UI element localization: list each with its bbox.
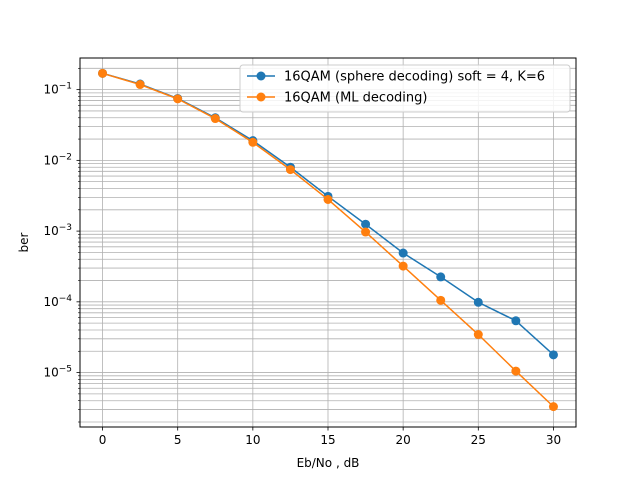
data-point-1 [173,94,183,104]
data-point-1 [398,261,408,271]
data-point-0 [436,272,446,282]
x-tick-label: 0 [99,433,107,447]
x-tick-label: 20 [396,433,411,447]
data-point-0 [511,316,521,326]
legend-entry-sphere-decoding: 16QAM (sphere decoding) soft = 4, K=6 [247,70,545,85]
data-point-1 [323,194,333,204]
data-point-1 [361,227,371,237]
legend-entry-ml-decoding: 16QAM (ML decoding) [247,91,427,106]
y-tick-label: 10−5 [43,365,72,380]
legend-box [239,64,571,113]
y-tick-label: 10−1 [43,82,72,97]
data-point-0 [398,248,408,258]
y-tick-label: 10−4 [43,294,72,309]
x-tick-label: 15 [320,433,335,447]
data-point-0 [473,297,483,307]
legend: 16QAM (sphere decoding) soft = 4, K=6 16… [239,64,571,113]
data-point-1 [135,80,145,90]
data-point-1 [436,295,446,305]
legend-label-sphere: 16QAM (sphere decoding) soft = 4, K=6 [284,70,545,85]
x-tick-label: 30 [546,433,561,447]
data-point-0 [548,350,558,360]
x-axis-label: Eb/No , dB [297,456,360,470]
x-tick-label: 10 [245,433,260,447]
x-tick-label: 5 [174,433,182,447]
data-point-0 [361,219,371,229]
x-tick-label: 25 [471,433,486,447]
data-point-1 [98,68,108,78]
legend-label-ml: 16QAM (ML decoding) [284,91,427,106]
y-tick-label: 10−3 [43,223,72,238]
legend-marker-ml [256,92,266,102]
y-tick-label: 10−2 [43,152,72,167]
data-point-1 [210,114,220,124]
legend-marker-sphere [256,71,266,81]
data-point-1 [248,137,258,147]
ticks: 10−5 10−4 10−3 10−2 10−1 0 5 10 15 20 25 30 [43,68,561,447]
data-point-1 [511,366,521,376]
data-point-1 [548,402,558,412]
y-axis-label: ber [17,232,31,252]
data-point-1 [473,330,483,340]
data-point-1 [285,165,295,175]
series-group [98,68,558,412]
